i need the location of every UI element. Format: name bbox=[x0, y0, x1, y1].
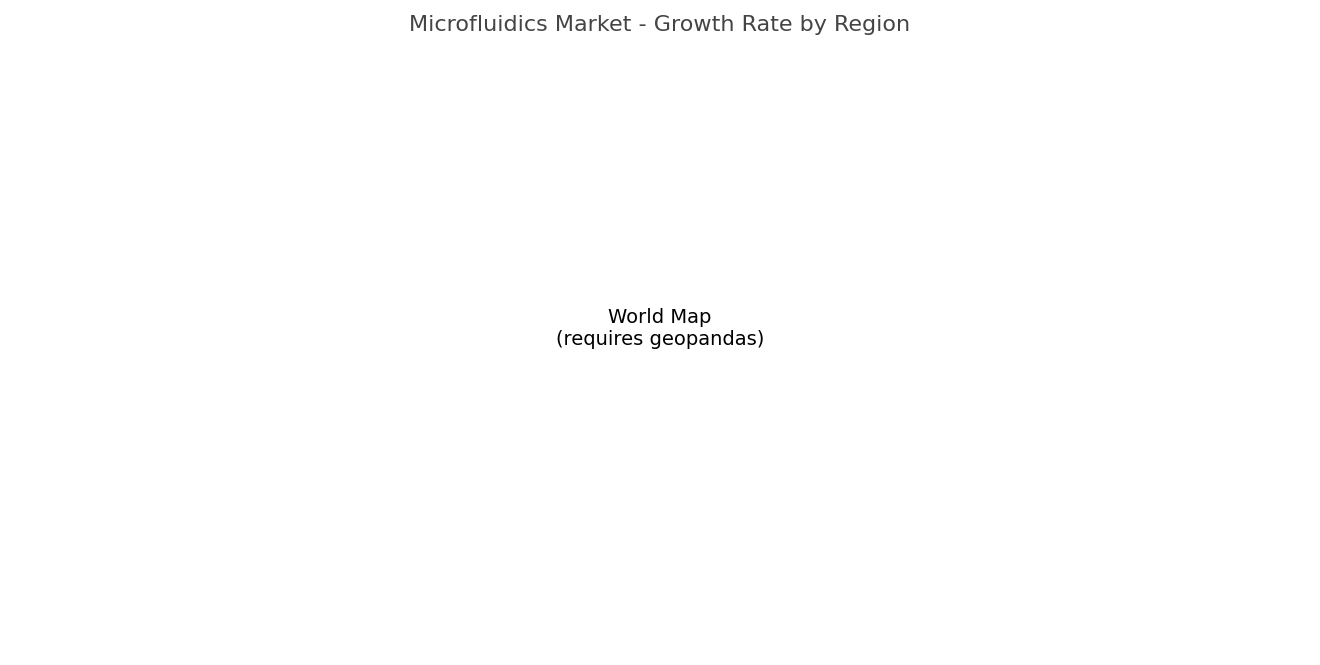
Text: World Map
(requires geopandas): World Map (requires geopandas) bbox=[556, 307, 764, 348]
Title: Microfluidics Market - Growth Rate by Region: Microfluidics Market - Growth Rate by Re… bbox=[409, 15, 911, 35]
